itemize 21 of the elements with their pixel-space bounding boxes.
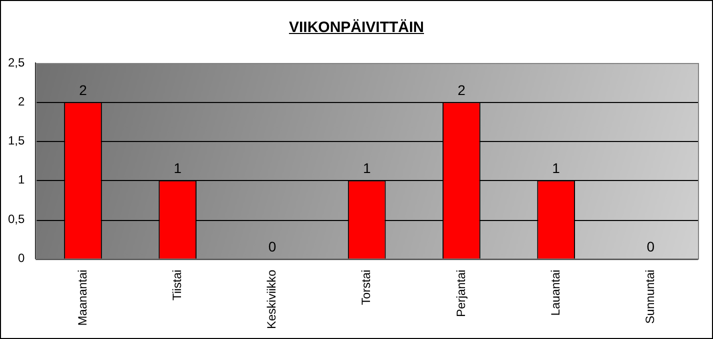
data-label: 1 <box>362 160 371 176</box>
x-tick-label: Torstai <box>359 270 374 305</box>
data-label: 0 <box>268 238 276 255</box>
data-label: 1 <box>552 160 560 176</box>
x-tick-label: Lauantai <box>548 270 562 316</box>
data-label: 1 <box>174 160 182 176</box>
x-tick-label: Tiistai <box>170 270 184 301</box>
data-label: 0 <box>646 238 655 255</box>
data-label: 2 <box>458 82 466 98</box>
y-tick-label: 1,5 <box>8 134 25 148</box>
x-tick-label: Maanantai <box>75 270 90 326</box>
y-tick-label: 0 <box>18 250 25 265</box>
x-tick-label: Keskiviikko <box>264 269 279 330</box>
y-tick-label: 2 <box>18 94 25 108</box>
y-tick-label: 1 <box>18 172 25 187</box>
y-tick-label: 0,5 <box>8 212 25 226</box>
x-tick-label: Perjantai <box>454 270 468 318</box>
y-tick-label: 2,5 <box>8 55 25 70</box>
chart-title: VIIKONPÄIVITTÄIN <box>288 19 425 36</box>
data-label: 2 <box>79 82 88 98</box>
x-tick-label: Sunnuntai <box>643 270 658 324</box>
